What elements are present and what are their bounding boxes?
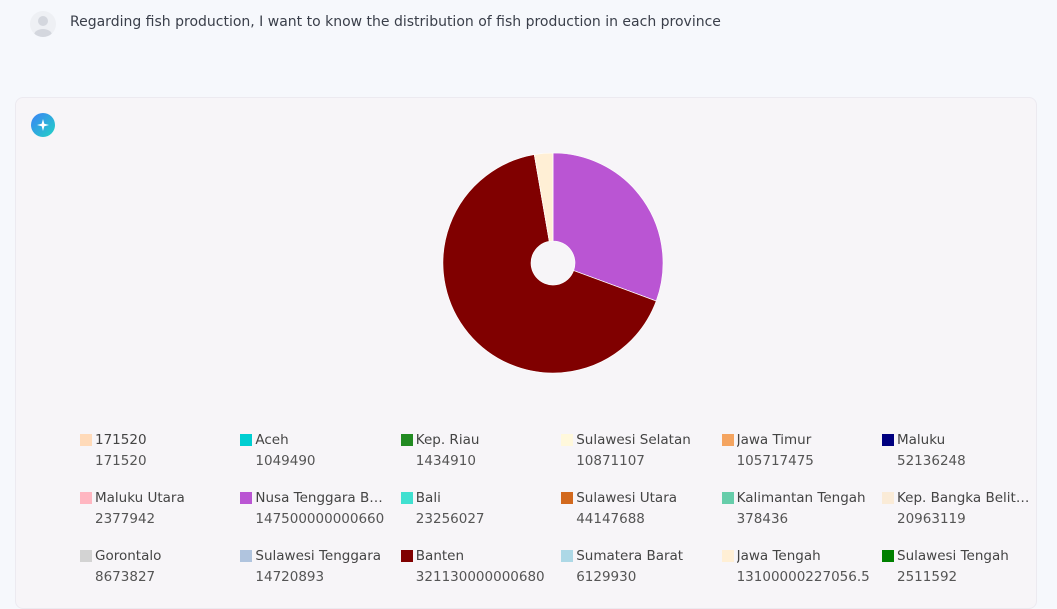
legend-label: Sumatera Barat bbox=[576, 548, 711, 564]
legend-swatch bbox=[401, 492, 413, 504]
legend-swatch bbox=[722, 434, 734, 446]
legend-value: 147500000000660 bbox=[255, 511, 390, 527]
legend-label: Nusa Tenggara Barat bbox=[255, 490, 390, 506]
legend-swatch bbox=[80, 434, 92, 446]
legend-label: Sulawesi Selatan bbox=[576, 432, 711, 448]
legend-value: 378436 bbox=[737, 511, 872, 527]
legend-value: 105717475 bbox=[737, 453, 872, 469]
legend-label: Sulawesi Tengah bbox=[897, 548, 1032, 564]
legend-label: Maluku bbox=[897, 432, 1032, 448]
legend-swatch bbox=[722, 492, 734, 504]
legend-value: 2511592 bbox=[897, 569, 1032, 585]
legend-swatch bbox=[240, 550, 252, 562]
legend-value: 14720893 bbox=[255, 569, 390, 585]
legend-label: Sulawesi Tenggara bbox=[255, 548, 390, 564]
legend-value: 20963119 bbox=[897, 511, 1032, 527]
legend-swatch bbox=[561, 492, 573, 504]
pie-chart bbox=[0, 0, 1057, 420]
legend-value: 171520 bbox=[95, 453, 230, 469]
legend-label: Kep. Riau bbox=[416, 432, 551, 448]
legend-value: 44147688 bbox=[576, 511, 711, 527]
legend-swatch bbox=[561, 550, 573, 562]
legend-label: Maluku Utara bbox=[95, 490, 230, 506]
legend-value: 52136248 bbox=[897, 453, 1032, 469]
legend-label: 171520 bbox=[95, 432, 230, 448]
legend-swatch bbox=[722, 550, 734, 562]
legend-value: 6129930 bbox=[576, 569, 711, 585]
legend-swatch bbox=[561, 434, 573, 446]
legend-label: Kep. Bangka Belitung bbox=[897, 490, 1032, 506]
legend-value: 1434910 bbox=[416, 453, 551, 469]
legend-label: Aceh bbox=[255, 432, 390, 448]
legend-swatch bbox=[80, 492, 92, 504]
legend-swatch bbox=[882, 492, 894, 504]
legend-swatch bbox=[882, 434, 894, 446]
legend-value: 8673827 bbox=[95, 569, 230, 585]
legend-value: 321130000000680 bbox=[416, 569, 551, 585]
legend-value: 2377942 bbox=[95, 511, 230, 527]
legend-label: Jawa Tengah bbox=[737, 548, 872, 564]
legend-value: 13100000227056.5 bbox=[737, 569, 872, 585]
legend-value: 1049490 bbox=[255, 453, 390, 469]
legend-label: Banten bbox=[416, 548, 551, 564]
legend-swatch bbox=[401, 434, 413, 446]
legend-label: Bali bbox=[416, 490, 551, 506]
legend-swatch bbox=[882, 550, 894, 562]
legend-label: Jawa Timur bbox=[737, 432, 872, 448]
legend-swatch bbox=[240, 492, 252, 504]
legend-swatch bbox=[401, 550, 413, 562]
legend-swatch bbox=[240, 434, 252, 446]
legend-label: Gorontalo bbox=[95, 548, 230, 564]
page: {"prompt": "Regarding fish production, I… bbox=[0, 0, 1057, 594]
legend-value: 23256027 bbox=[416, 511, 551, 527]
legend-swatch bbox=[80, 550, 92, 562]
legend-label: Sulawesi Utara bbox=[576, 490, 711, 506]
legend-label: Kalimantan Tengah bbox=[737, 490, 872, 506]
legend-value: 10871107 bbox=[576, 453, 711, 469]
